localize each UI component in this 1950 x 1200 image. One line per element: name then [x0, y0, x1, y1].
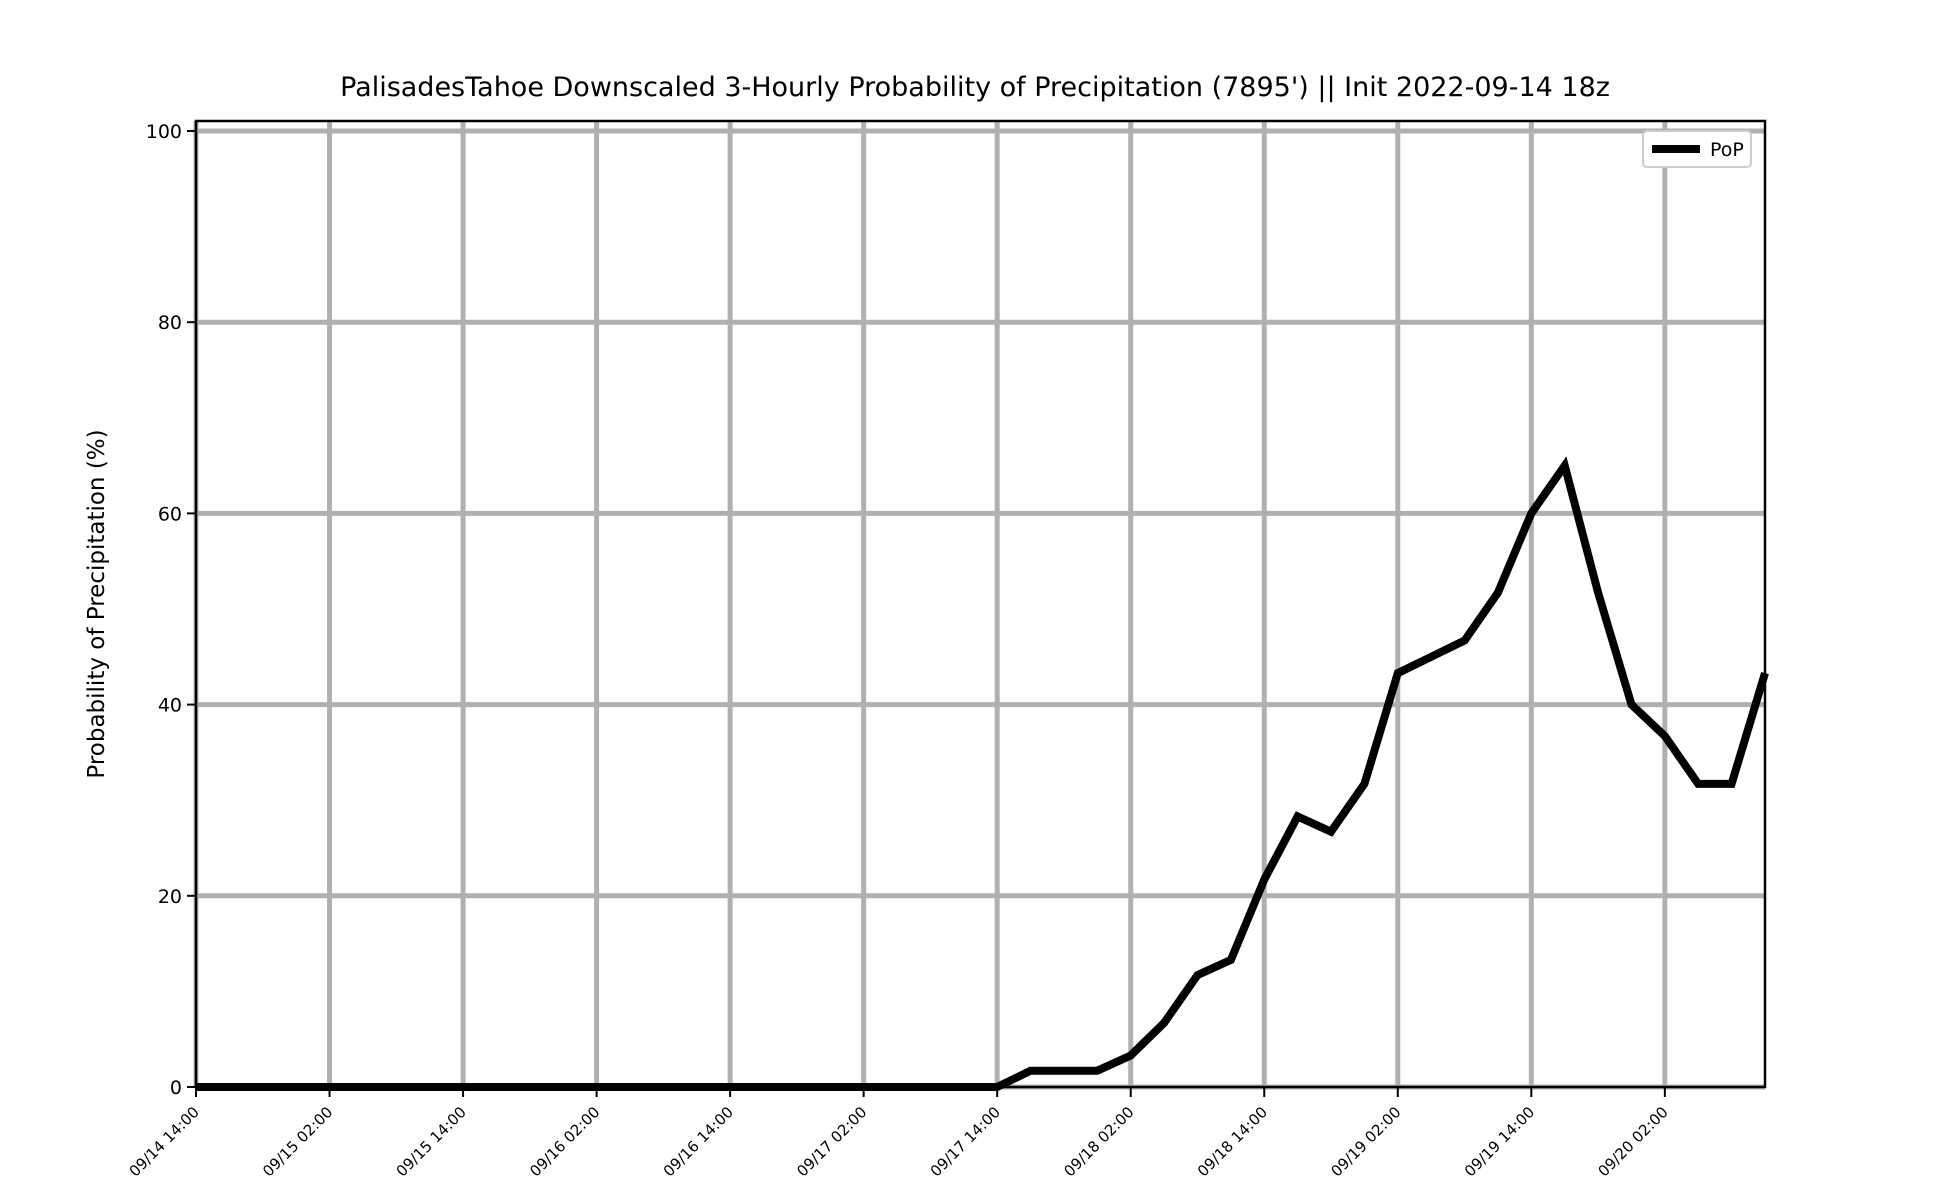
x-tick-label: 09/19 14:00 — [1461, 1103, 1538, 1180]
x-tick-label: 09/16 02:00 — [526, 1103, 603, 1180]
y-tick-label: 20 — [158, 886, 182, 908]
x-tick-label: 09/17 02:00 — [793, 1103, 870, 1180]
x-tick-label: 09/17 14:00 — [927, 1103, 1004, 1180]
x-tick-label: 09/14 14:00 — [126, 1103, 203, 1180]
x-axis-ticks: 09/14 14:00 09/15 02:00 09/15 14:00 09/16 0… — [126, 1087, 1672, 1180]
y-tick-label: 0 — [170, 1077, 182, 1099]
x-tick-label: 09/16 14:00 — [660, 1103, 737, 1180]
chart-title: PalisadesTahoe Downscaled 3-Hourly Proba… — [340, 72, 1610, 103]
y-axis-label: Probability of Precipitation (%) — [84, 429, 110, 778]
y-tick-label: 100 — [146, 121, 182, 143]
x-tick-label: 09/18 02:00 — [1060, 1103, 1137, 1180]
x-tick-label: 09/15 02:00 — [259, 1103, 336, 1180]
legend: PoP — [1642, 130, 1752, 168]
x-tick-label: 09/19 02:00 — [1327, 1103, 1404, 1180]
y-tick-label: 80 — [158, 312, 182, 334]
y-axis-ticks: 0 20 40 60 80 100 — [146, 121, 196, 1099]
y-tick-label: 40 — [158, 695, 182, 717]
x-tick-label: 09/18 14:00 — [1194, 1103, 1271, 1180]
plot-frame — [194, 119, 1767, 1089]
x-tick-label: 09/15 14:00 — [393, 1103, 470, 1180]
plot-area-background — [196, 121, 1765, 1087]
x-tick-label: 09/20 02:00 — [1594, 1103, 1671, 1180]
grid-lines — [193, 121, 1765, 1090]
y-tick-label: 60 — [158, 503, 182, 525]
legend-label-pop: PoP — [1710, 139, 1744, 161]
